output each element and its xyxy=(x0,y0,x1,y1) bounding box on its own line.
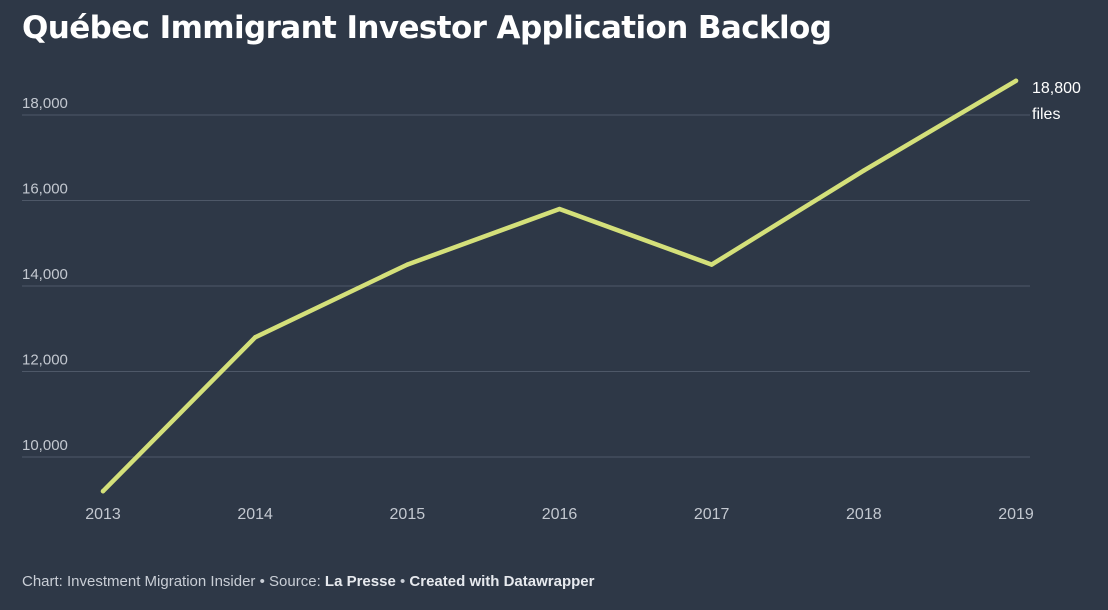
footer-separator: • xyxy=(399,573,406,590)
chart-title: Québec Immigrant Investor Application Ba… xyxy=(22,10,832,46)
y-tick-label: 18,000 xyxy=(22,95,68,112)
x-tick-label: 2016 xyxy=(542,506,578,523)
x-tick-label: 2017 xyxy=(694,506,730,523)
data-point xyxy=(709,262,714,267)
footer-source-name[interactable]: La Presse xyxy=(324,573,396,590)
footer-separator: • xyxy=(259,573,265,590)
x-tick-label: 2014 xyxy=(237,506,273,523)
data-point xyxy=(252,335,258,340)
x-tick-label: 2015 xyxy=(390,506,426,523)
end-value-label: 18,800 xyxy=(1032,80,1081,97)
data-point xyxy=(1013,78,1019,84)
y-tick-label: 14,000 xyxy=(22,266,68,283)
end-value-unit: files xyxy=(1032,106,1060,123)
footer-source-label: Source: xyxy=(269,573,321,590)
chart-footer: Chart: Investment Migration Insider • So… xyxy=(22,573,594,590)
data-point xyxy=(557,206,562,212)
x-tick-label: 2019 xyxy=(998,506,1034,523)
data-point xyxy=(100,489,106,494)
y-tick-label: 10,000 xyxy=(22,437,68,454)
x-tick-label: 2013 xyxy=(85,506,121,523)
data-point xyxy=(405,262,410,267)
footer-created-with[interactable]: Created with Datawrapper xyxy=(409,573,595,590)
footer-chart-credit: Chart: Investment Migration Insider xyxy=(22,573,256,590)
y-tick-label: 16,000 xyxy=(22,181,68,198)
x-tick-label: 2018 xyxy=(846,506,882,523)
data-point xyxy=(861,168,867,173)
y-tick-label: 12,000 xyxy=(22,352,68,369)
